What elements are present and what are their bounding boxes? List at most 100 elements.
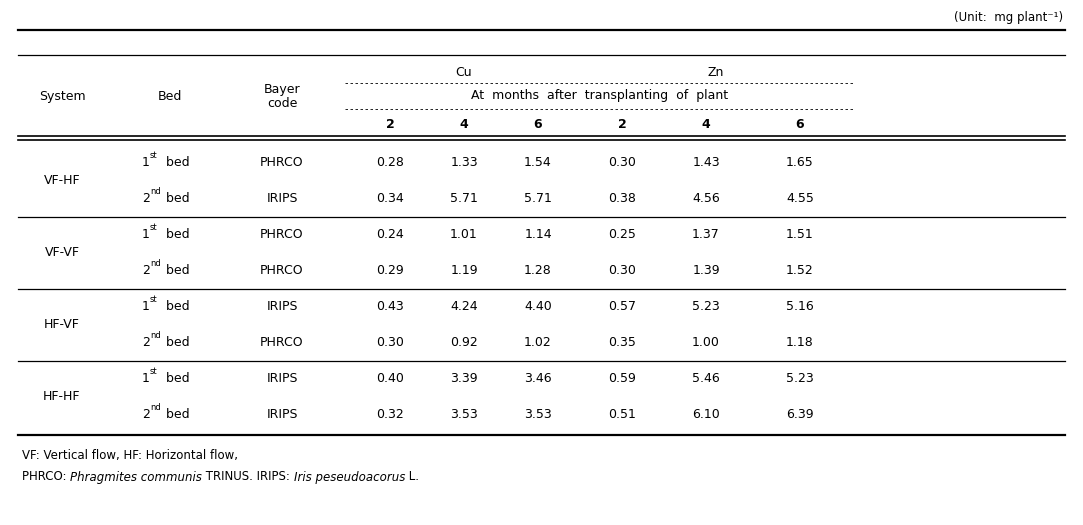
Text: bed: bed — [162, 228, 190, 242]
Text: PHRCO: PHRCO — [260, 337, 304, 350]
Text: TRINUS. IRIPS:: TRINUS. IRIPS: — [203, 470, 293, 484]
Text: VF-HF: VF-HF — [43, 174, 80, 187]
Text: 0.30: 0.30 — [608, 156, 636, 170]
Text: 0.29: 0.29 — [376, 265, 404, 278]
Text: 5.46: 5.46 — [692, 373, 720, 385]
Text: 5.71: 5.71 — [451, 193, 478, 205]
Text: st: st — [151, 296, 158, 304]
Text: IRIPS: IRIPS — [266, 193, 298, 205]
Text: 6: 6 — [796, 118, 805, 131]
Text: 1.18: 1.18 — [786, 337, 814, 350]
Text: 2: 2 — [386, 118, 394, 131]
Text: 1: 1 — [142, 300, 149, 313]
Text: Iris peseudoacorus: Iris peseudoacorus — [293, 470, 405, 484]
Text: Zn: Zn — [708, 66, 725, 79]
Text: bed: bed — [162, 193, 190, 205]
Text: 2: 2 — [142, 337, 149, 350]
Text: 0.43: 0.43 — [376, 300, 404, 313]
Text: 0.28: 0.28 — [376, 156, 404, 170]
Text: IRIPS: IRIPS — [266, 408, 298, 422]
Text: 1.52: 1.52 — [786, 265, 814, 278]
Text: nd: nd — [151, 187, 160, 196]
Text: bed: bed — [162, 265, 190, 278]
Text: Bayer: Bayer — [263, 83, 300, 96]
Text: 4.56: 4.56 — [692, 193, 720, 205]
Text: 0.57: 0.57 — [608, 300, 636, 313]
Text: 1.33: 1.33 — [451, 156, 478, 170]
Text: 1: 1 — [142, 156, 149, 170]
Text: HF-VF: HF-VF — [44, 319, 80, 331]
Text: 2: 2 — [142, 193, 149, 205]
Text: 1.00: 1.00 — [692, 337, 720, 350]
Text: 0.38: 0.38 — [608, 193, 636, 205]
Text: 3.39: 3.39 — [451, 373, 478, 385]
Text: 0.51: 0.51 — [608, 408, 636, 422]
Text: Cu: Cu — [456, 66, 472, 79]
Text: bed: bed — [162, 373, 190, 385]
Text: 5.23: 5.23 — [692, 300, 720, 313]
Text: 1.28: 1.28 — [524, 265, 552, 278]
Text: 2: 2 — [617, 118, 626, 131]
Text: st: st — [151, 224, 158, 233]
Text: 6.10: 6.10 — [692, 408, 720, 422]
Text: 1.54: 1.54 — [524, 156, 552, 170]
Text: 2: 2 — [142, 408, 149, 422]
Text: nd: nd — [151, 259, 160, 268]
Text: 0.35: 0.35 — [608, 337, 636, 350]
Text: 6.39: 6.39 — [786, 408, 813, 422]
Text: 1: 1 — [142, 373, 149, 385]
Text: 1.51: 1.51 — [786, 228, 814, 242]
Text: 5.23: 5.23 — [786, 373, 814, 385]
Text: 1.37: 1.37 — [692, 228, 720, 242]
Text: 1.02: 1.02 — [524, 337, 552, 350]
Text: HF-HF: HF-HF — [43, 391, 81, 404]
Text: 0.32: 0.32 — [376, 408, 404, 422]
Text: 3.53: 3.53 — [451, 408, 478, 422]
Text: IRIPS: IRIPS — [266, 300, 298, 313]
Text: 0.30: 0.30 — [376, 337, 404, 350]
Text: PHRCO:: PHRCO: — [22, 470, 70, 484]
Text: 0.92: 0.92 — [451, 337, 478, 350]
Text: Phragmites communis: Phragmites communis — [70, 470, 203, 484]
Text: code: code — [266, 97, 297, 110]
Text: bed: bed — [162, 300, 190, 313]
Text: (Unit:  mg plant⁻¹): (Unit: mg plant⁻¹) — [954, 12, 1064, 25]
Text: 4.40: 4.40 — [524, 300, 552, 313]
Text: 3.53: 3.53 — [524, 408, 552, 422]
Text: 4: 4 — [459, 118, 468, 131]
Text: 1.39: 1.39 — [692, 265, 720, 278]
Text: 5.71: 5.71 — [524, 193, 552, 205]
Text: VF: Vertical flow, HF: Horizontal flow,: VF: Vertical flow, HF: Horizontal flow, — [22, 448, 238, 461]
Text: 0.34: 0.34 — [376, 193, 404, 205]
Text: 6: 6 — [534, 118, 543, 131]
Text: 1.65: 1.65 — [786, 156, 814, 170]
Text: nd: nd — [151, 404, 160, 413]
Text: bed: bed — [162, 156, 190, 170]
Text: 4: 4 — [702, 118, 710, 131]
Text: 1.43: 1.43 — [692, 156, 720, 170]
Text: System: System — [39, 90, 86, 103]
Text: 2: 2 — [142, 265, 149, 278]
Text: Bed: Bed — [158, 90, 182, 103]
Text: st: st — [151, 152, 158, 161]
Text: VF-VF: VF-VF — [44, 247, 79, 259]
Text: 1.01: 1.01 — [451, 228, 478, 242]
Text: 3.46: 3.46 — [524, 373, 552, 385]
Text: 5.16: 5.16 — [786, 300, 814, 313]
Text: 0.24: 0.24 — [376, 228, 404, 242]
Text: At  months  after  transplanting  of  plant: At months after transplanting of plant — [471, 89, 729, 102]
Text: bed: bed — [162, 337, 190, 350]
Text: st: st — [151, 368, 158, 376]
Text: 0.30: 0.30 — [608, 265, 636, 278]
Text: 1.14: 1.14 — [524, 228, 552, 242]
Text: nd: nd — [151, 331, 160, 341]
Text: bed: bed — [162, 408, 190, 422]
Text: 0.59: 0.59 — [608, 373, 636, 385]
Text: PHRCO: PHRCO — [260, 156, 304, 170]
Text: 1: 1 — [142, 228, 149, 242]
Text: IRIPS: IRIPS — [266, 373, 298, 385]
Text: 0.40: 0.40 — [376, 373, 404, 385]
Text: 1.19: 1.19 — [451, 265, 478, 278]
Text: L.: L. — [405, 470, 419, 484]
Text: PHRCO: PHRCO — [260, 265, 304, 278]
